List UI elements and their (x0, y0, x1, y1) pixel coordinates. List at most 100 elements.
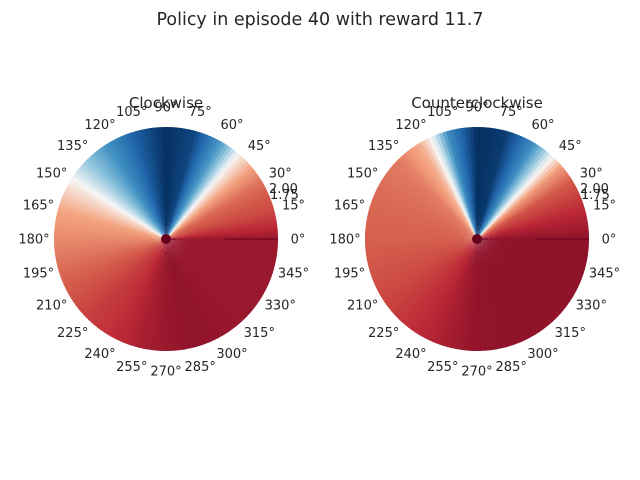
heatmap-wedge (477, 239, 538, 336)
heatmap-wedge (477, 139, 533, 239)
r-tick-label: 1.75 (270, 188, 299, 203)
theta-tick-label: 75° (189, 105, 212, 120)
heatmap-wedge (56, 211, 166, 239)
heatmap-wedge (59, 200, 166, 239)
theta-tick-label: 30° (580, 167, 603, 182)
heatmap-wedge (99, 146, 166, 239)
heatmap-wedge (477, 239, 582, 285)
heatmap-wedge (158, 239, 166, 351)
heatmap-wedge (131, 239, 166, 347)
heatmap-wedge (453, 239, 477, 350)
heatmap-wedge (419, 140, 477, 239)
theta-tick-label: 210° (347, 299, 378, 314)
heatmap-wedge (477, 160, 561, 239)
heatmap-wedge (407, 148, 477, 239)
figure-title: Policy in episode 40 with reward 11.7 (156, 10, 483, 30)
heatmap-wedge (60, 197, 166, 239)
theta-tick-label: 120° (84, 118, 115, 133)
heatmap-wedge (166, 239, 275, 270)
heatmap-wedge (166, 131, 201, 239)
heatmap-wedge (166, 143, 229, 239)
theta-tick-label: 135° (368, 139, 399, 154)
heatmap-wedge (127, 239, 166, 346)
heatmap-wedge (71, 239, 166, 303)
heatmap-wedge (477, 150, 549, 239)
heatmap-wedge (88, 239, 166, 324)
heatmap-wedge (383, 173, 477, 239)
heatmap-wedge (410, 146, 477, 239)
heatmap-wedge (477, 239, 566, 311)
theta-tick-label: 240° (84, 347, 115, 362)
heatmap-wedge (392, 161, 477, 239)
heatmap-wedge (72, 173, 166, 239)
heatmap-wedge (477, 239, 577, 295)
heatmap-wedge (106, 239, 166, 337)
heatmap-wedge (378, 239, 477, 297)
theta-tick-label: 105° (116, 105, 147, 120)
theta-tick-label: 15° (593, 198, 616, 213)
heatmap-wedge (166, 239, 273, 278)
heatmap-wedge (405, 239, 477, 328)
theta-tick-label: 300° (216, 347, 247, 362)
heatmap-wedge (442, 239, 477, 347)
heatmap-wedge (97, 239, 166, 331)
heatmap-wedge (90, 153, 166, 239)
heatmap-wedge (469, 239, 477, 351)
heatmap-wedge (166, 239, 233, 332)
heatmap-wedge (166, 239, 227, 336)
heatmap-wedge (438, 239, 477, 346)
heatmap-wedge (382, 239, 477, 303)
heatmap-wedge (85, 239, 166, 321)
trajectory-overlay (472, 234, 589, 244)
heatmap-wedge (477, 132, 516, 239)
heatmap-wedge (166, 137, 219, 239)
heatmap-wedge (63, 189, 166, 239)
heatmap-wedge (166, 239, 277, 263)
heatmap-wedge (110, 239, 166, 339)
heatmap-wedge (166, 181, 265, 239)
theta-tick-label: 195° (334, 267, 365, 282)
heatmap-wedge (166, 141, 226, 239)
heatmap-wedge (449, 239, 477, 349)
theta-tick-label: 150° (347, 167, 378, 182)
heatmap-wedge (166, 239, 278, 251)
theta-tick-label: 270° (150, 365, 181, 380)
heatmap-wedge (75, 239, 166, 309)
heatmap-wedge (461, 239, 477, 351)
theta-tick-label: 150° (36, 167, 67, 182)
heatmap-wedge (166, 152, 241, 239)
heatmap-wedge (477, 239, 589, 255)
heatmap-wedge (477, 239, 553, 325)
heatmap-wedge (54, 219, 166, 239)
heatmap-wedge (477, 239, 544, 332)
heatmap-wedge (465, 239, 477, 351)
heatmap-wedge (81, 161, 166, 239)
heatmap-wedge (166, 172, 259, 239)
heatmap-wedge (377, 183, 477, 239)
heatmap-wedge (477, 239, 547, 330)
heatmap-wedge (477, 169, 568, 239)
polar-panel-counterclockwise: Counterclockwise 0° 15° 30° 45° 60° 75° 90° 105… (329, 94, 620, 380)
theta-tick-label: 105° (427, 105, 458, 120)
heatmap-wedge (166, 239, 274, 274)
heatmap-wedge (477, 152, 552, 239)
theta-tick-label: 60° (220, 118, 243, 133)
heatmap-wedge (477, 239, 587, 267)
heatmap-wedge (154, 239, 166, 351)
heatmap-wedge (365, 231, 477, 239)
heatmap-wedge (124, 239, 166, 345)
theta-tick-label: 180° (18, 233, 49, 248)
heatmap-wedge (54, 227, 167, 239)
heatmap-wedge (166, 175, 261, 239)
theta-tick-label: 30° (269, 167, 292, 182)
r-tick-labels: 1.752.00 (580, 182, 610, 203)
heatmap-wedge (477, 239, 589, 251)
heatmap-wedge (477, 239, 535, 338)
heatmap-wedges (54, 127, 278, 351)
theta-tick-label: 285° (496, 360, 527, 375)
heatmap-wedge (386, 239, 477, 309)
heatmap-wedge (477, 166, 566, 239)
heatmap-wedge (477, 133, 519, 239)
heatmap-wedge (431, 239, 477, 344)
